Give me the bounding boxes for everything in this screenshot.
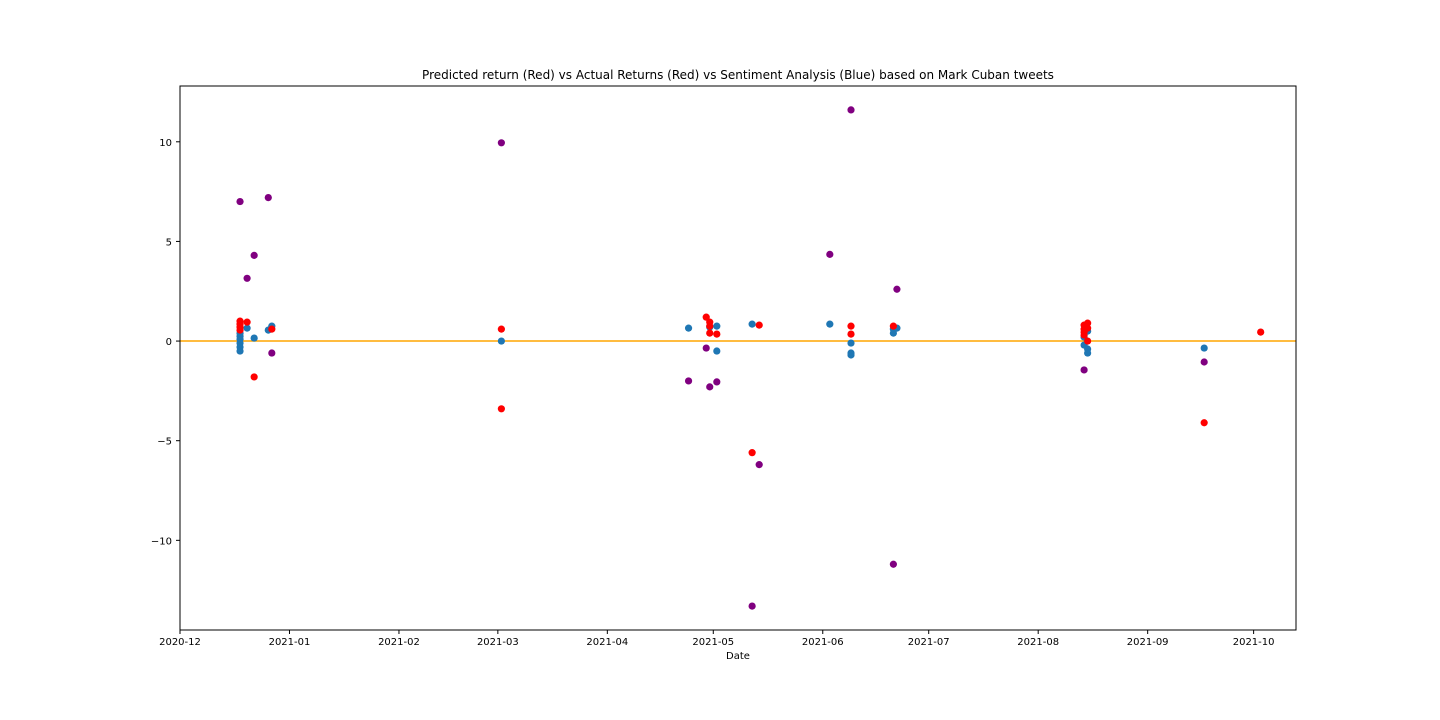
data-point <box>684 324 693 332</box>
data-point <box>755 321 763 329</box>
data-point <box>497 405 505 413</box>
data-point <box>826 250 834 258</box>
data-point <box>236 347 244 355</box>
data-point <box>1257 328 1265 336</box>
chart-title: Predicted return (Red) vs Actual Returns… <box>422 68 1054 82</box>
data-point <box>236 197 244 206</box>
data-point <box>236 326 244 334</box>
data-point <box>847 339 855 347</box>
x-tick-label: 2021-10 <box>1233 637 1275 648</box>
data-point <box>847 351 855 359</box>
plot-area-frame <box>179 85 1297 631</box>
data-point <box>250 334 258 342</box>
x-tick-label: 2021-07 <box>908 637 950 648</box>
data-point <box>264 193 272 202</box>
data-point <box>748 449 756 457</box>
data-point <box>1080 331 1088 339</box>
data-point <box>1200 344 1208 352</box>
data-point <box>1080 366 1088 374</box>
data-point <box>243 324 251 332</box>
y-tick-label: 10 <box>159 138 172 149</box>
x-tick-label: 2021-03 <box>477 637 519 648</box>
x-tick-label: 2021-06 <box>802 637 844 648</box>
x-tick-label: 2021-02 <box>378 637 420 648</box>
data-point <box>713 330 721 338</box>
x-tick-label: 2021-08 <box>1017 637 1059 648</box>
data-point <box>243 318 251 326</box>
y-tick-label: −10 <box>151 536 172 547</box>
data-point <box>268 325 276 333</box>
data-point <box>748 320 756 328</box>
data-points-layer <box>236 106 1265 610</box>
data-point <box>250 251 258 259</box>
data-point <box>755 461 763 469</box>
series-1 <box>236 313 1265 457</box>
data-point <box>243 274 251 282</box>
x-tick-label: 2020-12 <box>159 637 201 648</box>
data-point <box>1200 419 1208 427</box>
data-point <box>1084 319 1092 327</box>
data-point <box>1084 337 1092 345</box>
data-point <box>826 320 834 328</box>
data-point <box>889 560 897 568</box>
data-point <box>847 106 855 114</box>
ticks-layer: 2020-12 2021-01 2021-02 2021-03 2021-04 2021-… <box>151 138 1275 648</box>
data-point <box>847 330 855 338</box>
series-2 <box>236 106 1208 610</box>
data-point <box>684 377 693 385</box>
x-tick-label: 2021-09 <box>1127 637 1169 648</box>
y-tick-label: 5 <box>166 237 172 248</box>
data-point <box>847 322 855 330</box>
x-tick-label: 2021-05 <box>692 637 734 648</box>
y-tick-label: −5 <box>157 437 172 448</box>
data-point <box>1200 358 1208 366</box>
data-point <box>268 349 276 357</box>
data-point <box>748 602 756 610</box>
data-point <box>706 322 714 330</box>
x-axis-label: Date <box>726 651 750 662</box>
data-point <box>713 322 721 330</box>
data-point <box>497 139 505 147</box>
data-point <box>1084 324 1092 332</box>
data-point <box>497 337 505 345</box>
data-point <box>702 313 710 321</box>
data-point <box>713 378 721 386</box>
data-point <box>893 285 901 293</box>
x-tick-label: 2021-01 <box>269 637 311 648</box>
data-point <box>889 329 897 337</box>
data-point <box>250 373 258 381</box>
data-point <box>706 383 714 391</box>
data-point <box>1084 349 1092 357</box>
data-point <box>702 344 710 352</box>
data-point <box>706 329 714 337</box>
data-point <box>497 325 505 333</box>
data-point <box>713 347 721 355</box>
y-tick-label: 0 <box>166 337 172 348</box>
data-point <box>889 322 897 330</box>
x-tick-label: 2021-04 <box>586 637 628 648</box>
